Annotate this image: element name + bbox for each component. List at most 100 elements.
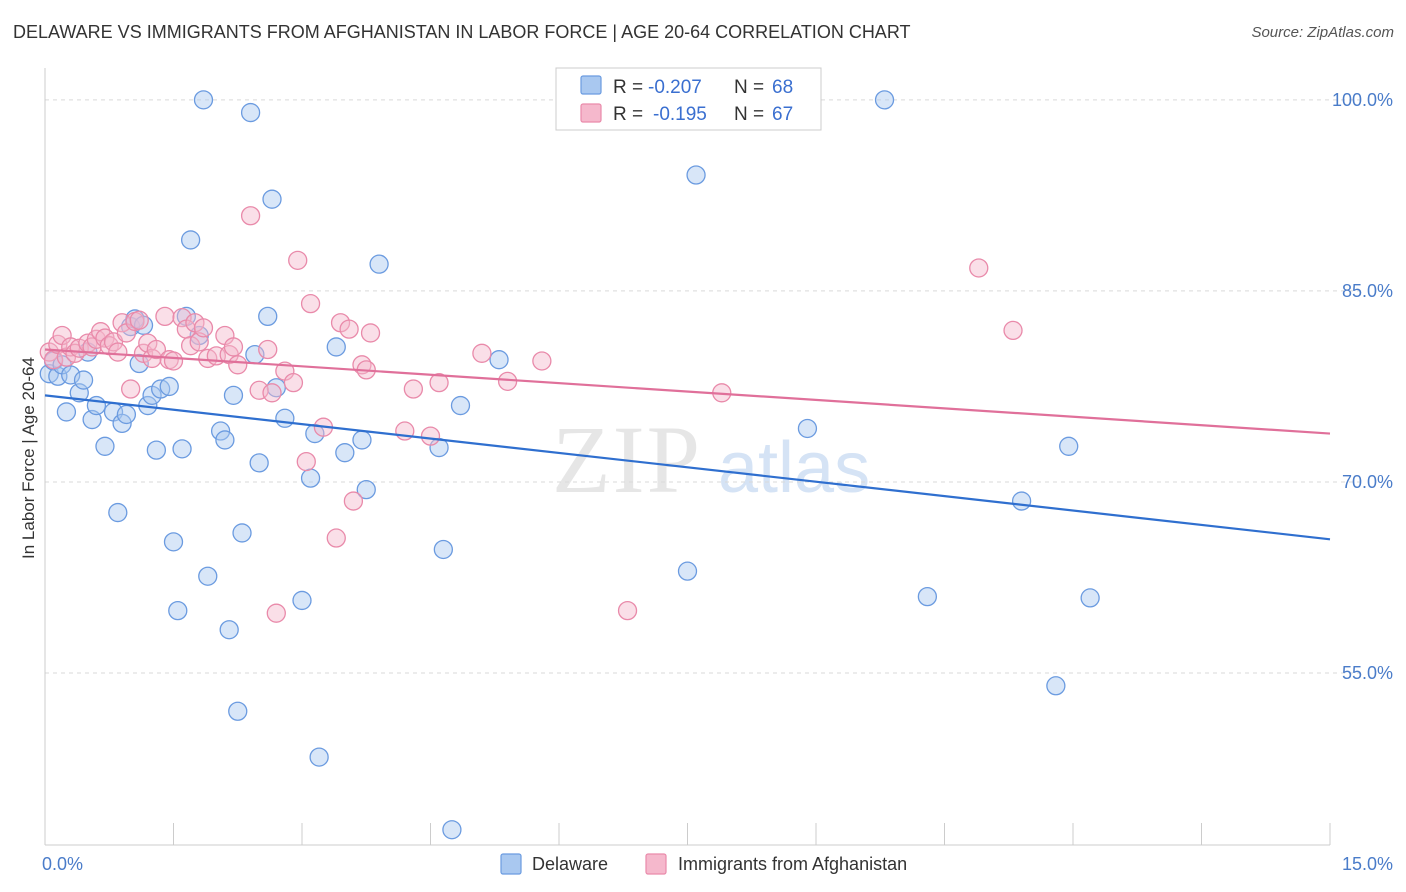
delaware-point [300, 468, 321, 488]
y-axis-title: In Labor Force | Age 20-64 [19, 357, 38, 559]
delaware-point [193, 90, 214, 110]
delaware-point [69, 383, 89, 403]
afghan-point [532, 351, 552, 371]
x-tick-label: 15.0% [1342, 854, 1393, 874]
legend-r-afghan: -0.195 [653, 104, 707, 125]
delaware-point [168, 600, 188, 621]
afghan-point [300, 293, 321, 314]
delaware-point [240, 102, 261, 123]
legend-swatch-afghan [580, 103, 602, 123]
delaware-point [108, 502, 128, 523]
delaware-point [450, 395, 471, 416]
delaware-point [1059, 436, 1079, 456]
afghan-point [142, 348, 162, 369]
legend-r-label-delaware: R = [613, 77, 643, 98]
delaware-point [198, 566, 218, 586]
afghan-point [420, 426, 441, 446]
y-tick-label: 100.0% [1332, 90, 1393, 110]
series-legend-delaware: Delaware [532, 854, 608, 874]
legend-n-afghan: 67 [772, 104, 793, 125]
correlation-legend: R = -0.207 N = 68 R = -0.195 N = 67 [555, 67, 822, 131]
trend-lines [44, 348, 1331, 541]
delaware-point [232, 523, 252, 543]
delaware-point [223, 385, 244, 406]
chart-title: DELAWARE VS IMMIGRANTS FROM AFGHANISTAN … [13, 22, 911, 42]
legend-n-label-delaware: N = [734, 77, 764, 98]
delaware-point [677, 561, 698, 581]
delaware-point [116, 404, 137, 425]
delaware-point [292, 590, 312, 611]
delaware-point [489, 350, 509, 370]
delaware-point [73, 370, 94, 390]
afghan-point [283, 372, 304, 393]
afghan-point [343, 491, 364, 511]
delaware-points [39, 90, 1100, 840]
delaware-point [797, 418, 818, 439]
afghan-point [262, 383, 282, 403]
delaware-point [335, 443, 355, 463]
afghan-point [129, 310, 149, 330]
legend-r-delaware: -0.207 [648, 77, 702, 98]
delaware-point [874, 90, 895, 110]
delaware-point [146, 440, 167, 460]
afghan-point [193, 318, 214, 338]
delaware-point [215, 430, 235, 450]
delaware-point [433, 539, 454, 560]
afghan-point [228, 355, 248, 375]
source-credit: Source: ZipAtlas.com [1251, 24, 1394, 41]
legend-r-label-afghan: R = [613, 104, 643, 125]
delaware-point [309, 747, 329, 767]
series-legend-swatch-delaware [500, 853, 522, 875]
afghan-point [108, 342, 128, 362]
delaware-point [86, 395, 107, 416]
delaware-point [163, 532, 184, 552]
delaware-point [249, 453, 269, 473]
delaware-point [352, 430, 372, 450]
delaware-point [172, 439, 192, 459]
x-tick-labels: 0.0% 15.0% [42, 854, 1393, 874]
delaware-point [262, 189, 282, 209]
delaware-point [56, 402, 77, 422]
afghan-point [223, 337, 244, 357]
afghan-point [146, 339, 167, 360]
afghan-point [403, 379, 424, 399]
afghan-trend-line [44, 348, 1331, 435]
delaware-point [1046, 676, 1066, 696]
x-tick-label: 0.0% [42, 854, 83, 874]
watermark-atlas: atlas [718, 428, 870, 508]
afghan-point [266, 603, 286, 623]
legend-n-label-afghan: N = [734, 104, 764, 125]
afghan-point [296, 451, 316, 472]
afghan-point [288, 250, 308, 270]
delaware-point [95, 436, 115, 456]
afghan-point [969, 258, 989, 278]
afghan-point [163, 351, 184, 371]
afghan-point [360, 323, 381, 343]
y-tick-labels: 100.0% 85.0% 70.0% 55.0% [1332, 90, 1393, 683]
delaware-point [1011, 491, 1032, 511]
afghan-point [429, 372, 449, 393]
delaware-point [275, 408, 295, 428]
afghan-point [155, 306, 175, 327]
afghan-point [240, 206, 261, 226]
afghan-point [339, 319, 359, 339]
afghan-point [326, 528, 346, 548]
y-tick-label: 70.0% [1342, 472, 1393, 492]
delaware-point [686, 165, 706, 185]
gridlines [45, 99, 1365, 674]
delaware-point [356, 479, 376, 500]
axes [44, 68, 1331, 846]
delaware-point [210, 421, 231, 441]
delaware-point [326, 337, 346, 357]
afghan-point [121, 379, 141, 399]
afghan-point [617, 600, 638, 621]
series-legend-afghan: Immigrants from Afghanistan [678, 854, 907, 874]
legend-swatch-delaware [580, 75, 602, 95]
afghan-point [1003, 320, 1023, 341]
afghan-point [497, 371, 518, 391]
legend-n-delaware: 68 [772, 77, 793, 98]
afghan-point [472, 343, 492, 363]
delaware-point [219, 620, 239, 640]
afghan-point [258, 339, 278, 360]
